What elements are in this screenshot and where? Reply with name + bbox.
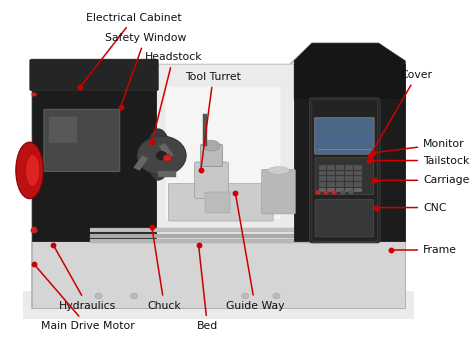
- Bar: [159, 143, 174, 158]
- Circle shape: [323, 190, 329, 195]
- Circle shape: [348, 190, 354, 195]
- Bar: [328, 182, 335, 187]
- Circle shape: [340, 190, 346, 195]
- Bar: [90, 239, 321, 243]
- Text: Monitor: Monitor: [376, 139, 465, 152]
- Text: Electrical Cabinet: Electrical Cabinet: [82, 13, 182, 85]
- Bar: [133, 155, 148, 170]
- FancyBboxPatch shape: [315, 118, 374, 154]
- Ellipse shape: [268, 166, 289, 174]
- Bar: [354, 188, 362, 192]
- Bar: [319, 188, 326, 192]
- Text: Tool Turret: Tool Turret: [185, 72, 241, 168]
- FancyBboxPatch shape: [29, 59, 158, 91]
- Bar: [328, 176, 335, 181]
- Bar: [328, 171, 335, 175]
- Bar: [337, 182, 344, 187]
- Polygon shape: [23, 291, 414, 319]
- Circle shape: [31, 92, 36, 97]
- FancyBboxPatch shape: [49, 117, 77, 143]
- Bar: [90, 234, 321, 237]
- Polygon shape: [32, 61, 156, 241]
- Ellipse shape: [26, 154, 40, 186]
- Circle shape: [242, 293, 249, 299]
- Bar: [165, 86, 281, 220]
- Text: Bed: Bed: [197, 247, 218, 331]
- Polygon shape: [32, 241, 405, 308]
- Bar: [158, 171, 176, 177]
- Text: Headstock: Headstock: [145, 52, 202, 140]
- Ellipse shape: [16, 142, 44, 199]
- Circle shape: [273, 293, 280, 299]
- FancyBboxPatch shape: [262, 169, 295, 214]
- Bar: [354, 176, 362, 181]
- Circle shape: [316, 190, 321, 195]
- Text: Hydraulics: Hydraulics: [55, 247, 116, 311]
- Text: Cover: Cover: [371, 70, 433, 154]
- Circle shape: [156, 151, 167, 160]
- FancyBboxPatch shape: [315, 200, 374, 237]
- Bar: [319, 165, 326, 170]
- Circle shape: [163, 154, 172, 162]
- Bar: [328, 188, 335, 192]
- Bar: [337, 165, 344, 170]
- FancyBboxPatch shape: [194, 162, 228, 198]
- Bar: [354, 165, 362, 170]
- Circle shape: [130, 293, 137, 299]
- Bar: [319, 171, 326, 175]
- Bar: [328, 165, 335, 170]
- Text: Tailstock: Tailstock: [372, 155, 469, 165]
- Text: Guide Way: Guide Way: [226, 196, 284, 311]
- Bar: [345, 182, 353, 187]
- Polygon shape: [32, 43, 405, 308]
- Bar: [337, 171, 344, 175]
- Text: CNC: CNC: [379, 203, 447, 213]
- Ellipse shape: [146, 129, 171, 180]
- Ellipse shape: [203, 140, 220, 151]
- Circle shape: [331, 190, 337, 195]
- Bar: [345, 171, 353, 175]
- Text: Main Drive Motor: Main Drive Motor: [36, 266, 134, 331]
- Bar: [319, 176, 326, 181]
- Bar: [337, 176, 344, 181]
- Bar: [345, 176, 353, 181]
- Circle shape: [31, 226, 36, 231]
- FancyBboxPatch shape: [315, 158, 374, 195]
- Polygon shape: [294, 43, 405, 100]
- Bar: [205, 192, 230, 213]
- FancyBboxPatch shape: [310, 98, 380, 243]
- Text: Frame: Frame: [394, 245, 457, 255]
- Bar: [354, 171, 362, 175]
- Polygon shape: [294, 64, 405, 241]
- Text: Safety Window: Safety Window: [104, 33, 186, 104]
- Bar: [354, 182, 362, 187]
- FancyBboxPatch shape: [168, 184, 273, 221]
- Bar: [90, 228, 321, 232]
- FancyBboxPatch shape: [201, 144, 223, 166]
- Bar: [345, 165, 353, 170]
- Text: Chuck: Chuck: [147, 230, 181, 311]
- FancyBboxPatch shape: [44, 109, 120, 171]
- Circle shape: [137, 136, 186, 175]
- Bar: [345, 188, 353, 192]
- Bar: [203, 114, 207, 146]
- Bar: [319, 182, 326, 187]
- Circle shape: [95, 293, 102, 299]
- Text: Carriage: Carriage: [377, 175, 469, 185]
- Bar: [337, 188, 344, 192]
- Circle shape: [30, 228, 37, 233]
- Polygon shape: [156, 64, 294, 241]
